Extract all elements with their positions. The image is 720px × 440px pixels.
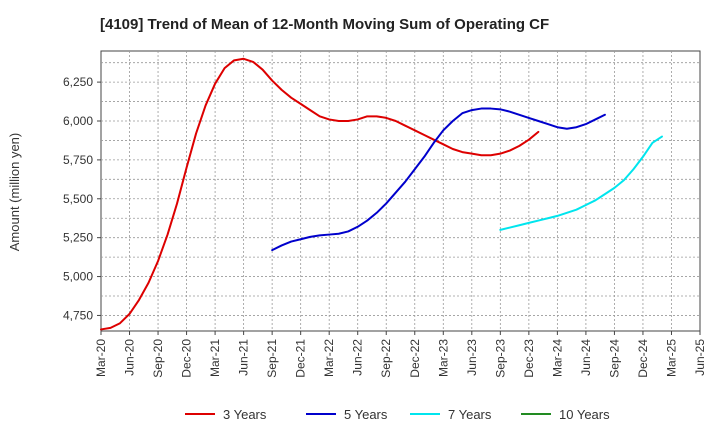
x-tick-label: Sep-21 xyxy=(265,339,279,378)
x-tick-label: Dec-24 xyxy=(636,339,650,378)
x-tick-label: Jun-23 xyxy=(465,339,479,376)
x-tick-label: Jun-21 xyxy=(237,339,251,376)
x-tick-label: Mar-25 xyxy=(664,339,678,377)
x-tick-label: Dec-23 xyxy=(522,339,536,378)
y-tick-label: 5,250 xyxy=(63,231,93,245)
x-tick-label: Dec-22 xyxy=(408,339,422,378)
series-group xyxy=(100,57,663,331)
series-line-5-years xyxy=(271,107,606,252)
chart-title: [4109] Trend of Mean of 12-Month Moving … xyxy=(100,16,549,33)
x-tick-label: Jun-22 xyxy=(351,339,365,376)
x-tick-label: Mar-23 xyxy=(436,339,450,377)
x-tick-label: Jun-24 xyxy=(579,339,593,376)
legend-label: 7 Years xyxy=(448,407,492,422)
y-axis-label: Amount (million yen) xyxy=(7,133,22,252)
plot-area xyxy=(100,50,701,332)
y-tick-label: 6,250 xyxy=(63,75,93,89)
axes: 4,750 5,000 5,250 5,500 5,750 6,000 6,250 Mar-2… xyxy=(63,75,707,378)
x-tick-label: Mar-21 xyxy=(208,339,222,377)
x-tick-label: Sep-22 xyxy=(379,339,393,378)
y-tick-label: 5,500 xyxy=(63,192,93,206)
y-tick-label: 5,000 xyxy=(63,270,93,284)
legend-label: 10 Years xyxy=(559,407,610,422)
x-tick-label: Mar-24 xyxy=(550,339,564,377)
series-line-3-years xyxy=(100,57,540,331)
x-tick-label: Mar-22 xyxy=(322,339,336,377)
x-tick-label: Mar-20 xyxy=(94,339,108,377)
x-tick-label: Dec-21 xyxy=(294,339,308,378)
series-line-7-years xyxy=(499,135,663,231)
y-tick-label: 5,750 xyxy=(63,153,93,167)
x-tick-label: Jun-25 xyxy=(693,339,707,376)
x-tick-label: Sep-24 xyxy=(607,339,621,378)
x-tick-label: Jun-20 xyxy=(123,339,137,376)
x-tick-label: Dec-20 xyxy=(180,339,194,378)
x-tick-label: Sep-23 xyxy=(493,339,507,378)
x-tick-label: Sep-20 xyxy=(151,339,165,378)
y-tick-label: 4,750 xyxy=(63,308,93,322)
grid xyxy=(100,50,701,332)
legend-label: 3 Years xyxy=(223,407,267,422)
legend-label: 5 Years xyxy=(344,407,388,422)
y-tick-label: 6,000 xyxy=(63,114,93,128)
legend: 3 Years 5 Years 7 Years 10 Years xyxy=(185,407,610,422)
